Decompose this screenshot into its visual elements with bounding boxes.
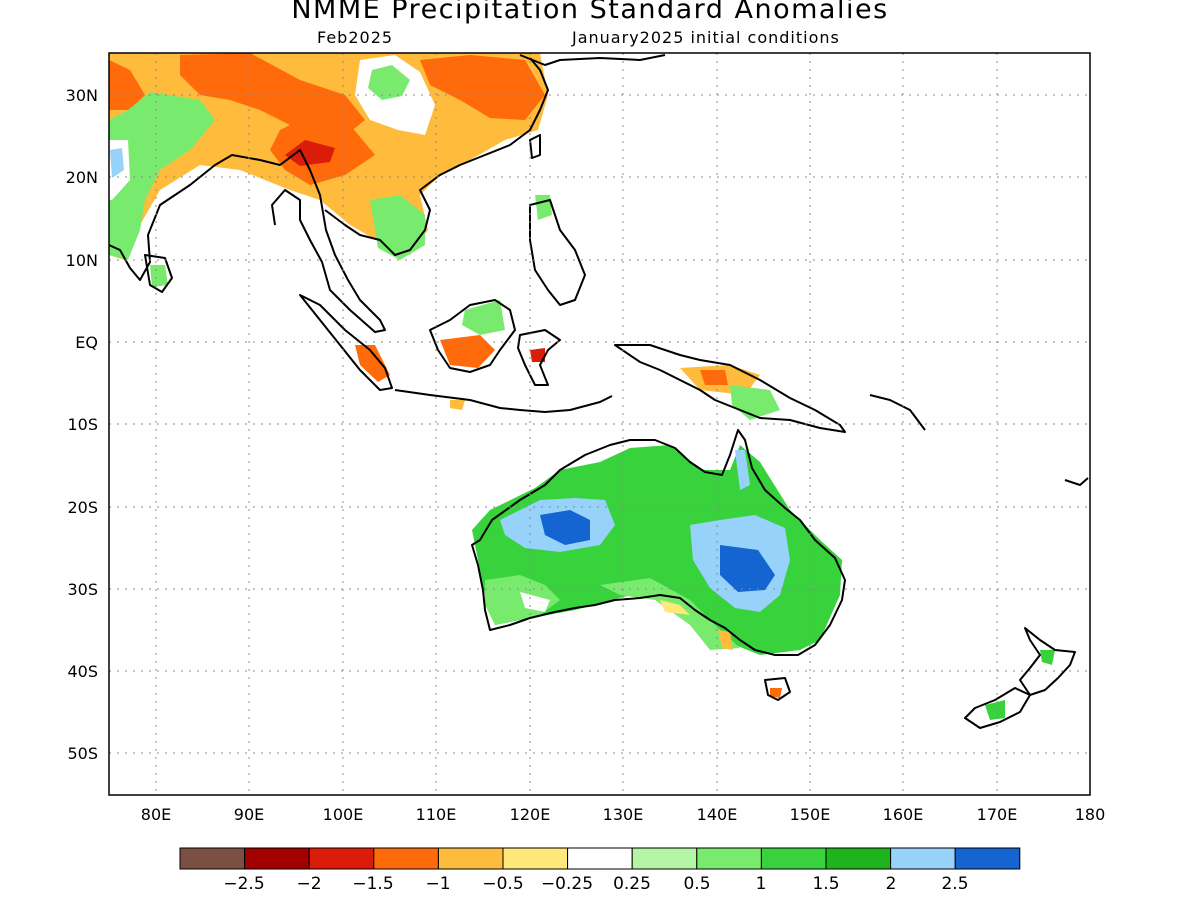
lat-axis: 30N 20N 10N EQ 10S 20S 30S 40S 50S [66, 86, 98, 763]
australia-anomaly-fields [472, 445, 842, 698]
fiji-coast [1064, 477, 1089, 486]
lat-label: 20S [67, 498, 98, 517]
solomon-islands-coast [869, 394, 926, 431]
forecast-month: Feb2025 [317, 28, 394, 47]
map-area [109, 53, 1090, 795]
colorbar-box [825, 847, 892, 870]
australia-coast [471, 429, 846, 656]
lon-label: 90E [234, 805, 264, 824]
map-frame [108, 52, 1091, 796]
indochina-china-coast [324, 57, 549, 256]
lat-label: EQ [75, 333, 98, 352]
lon-label: 80E [141, 805, 171, 824]
asia-anomaly-fields [109, 53, 780, 420]
initial-conditions: January2025 initial conditions [572, 28, 840, 47]
colorbar-box [502, 847, 569, 870]
lon-label: 150E [790, 805, 831, 824]
colorbar-label: −2.5 [223, 874, 264, 894]
colorbar-box [696, 847, 762, 870]
lon-label: 160E [883, 805, 924, 824]
mainland-asia-coast [109, 149, 386, 333]
sulawesi-coast [517, 329, 561, 386]
colorbar-label: −2 [296, 874, 321, 894]
colorbar-label: 1 [756, 874, 767, 894]
lat-label: 10S [67, 415, 98, 434]
lon-label: 140E [697, 805, 738, 824]
colorbar-label: 0.5 [683, 874, 710, 894]
colorbar-label: −0.25 [541, 874, 593, 894]
colorbar-box [308, 847, 375, 870]
colorbar-label: 1.5 [812, 874, 839, 894]
colorbar-box [437, 847, 504, 870]
lon-axis: 80E 90E 100E 110E 120E 130E 140E 150E 16… [141, 805, 1106, 824]
lat-label: 30N [66, 86, 98, 105]
sri-lanka-coast [144, 254, 173, 293]
colorbar-label: 0.25 [613, 874, 651, 894]
north-island-coast [1019, 627, 1076, 696]
colorbar-labels: −2.5 −2 −1.5 −1 −0.5 −0.25 0.25 0.5 1 1.… [223, 874, 968, 894]
tasmania-coast [764, 677, 791, 701]
colorbar-box [954, 847, 1021, 870]
lon-label: 130E [603, 805, 644, 824]
gridlines [109, 53, 1090, 795]
japan-coast [519, 54, 666, 66]
colorbar-label: −0.5 [482, 874, 523, 894]
colorbar-box [373, 847, 439, 870]
new-guinea-coast [614, 344, 846, 433]
lon-label: 120E [510, 805, 551, 824]
lat-label: 20N [66, 168, 98, 187]
colorbar-box [760, 847, 827, 870]
colorbar-box [567, 847, 633, 870]
lat-label: 10N [66, 251, 98, 270]
colorbar-boxes [179, 847, 1021, 870]
borneo-coast [429, 299, 516, 373]
colorbar-box [890, 847, 956, 870]
colorbar-label: −1.5 [352, 874, 393, 894]
colorbar-label: 2.5 [941, 874, 968, 894]
lon-label: 110E [416, 805, 457, 824]
colorbar-box [631, 847, 698, 870]
colorbar-label: 2 [886, 874, 897, 894]
south-island-coast [964, 687, 1031, 729]
java-nusa-coast [394, 389, 613, 413]
colorbar-box [244, 847, 310, 870]
colorbar-label: −1 [425, 874, 450, 894]
lon-label: 170E [977, 805, 1018, 824]
colorbar: −2.5 −2 −1.5 −1 −0.5 −0.25 0.25 0.5 1 1.… [179, 847, 1021, 894]
lon-label: 100E [323, 805, 364, 824]
sumatra-coast [299, 294, 393, 391]
colorbar-box [179, 847, 246, 870]
taiwan-coast [529, 134, 541, 159]
newzealand-anomaly-fields [985, 650, 1055, 720]
chart-title: NMME Precipitation Standard Anomalies [291, 0, 889, 25]
lat-label: 40S [67, 662, 98, 681]
coastlines [109, 54, 1089, 729]
lat-label: 30S [67, 580, 98, 599]
lon-label: 180 [1075, 805, 1106, 824]
lat-label: 50S [67, 744, 98, 763]
